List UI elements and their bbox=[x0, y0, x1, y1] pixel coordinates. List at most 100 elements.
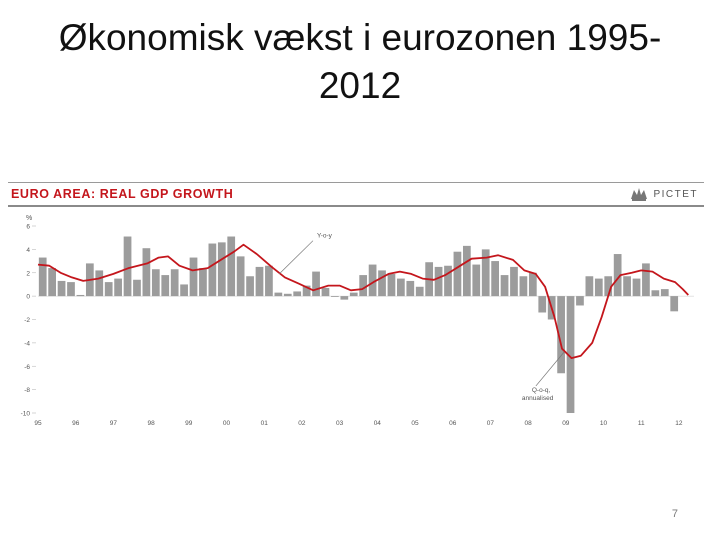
bar-qoq bbox=[349, 292, 358, 297]
bar-qoq bbox=[472, 264, 481, 297]
bar-qoq bbox=[95, 270, 104, 297]
bar-qoq bbox=[340, 296, 349, 300]
y-axis-unit-label: % bbox=[26, 215, 32, 222]
bar-qoq bbox=[265, 265, 273, 297]
line-yoy bbox=[37, 243, 689, 359]
bar-qoq bbox=[293, 291, 302, 297]
bar-qoq bbox=[123, 236, 132, 297]
y-tick-label: -10 bbox=[21, 411, 31, 418]
bar-qoq bbox=[632, 278, 641, 297]
bar-qoq bbox=[114, 278, 122, 297]
bar-qoq bbox=[302, 285, 311, 297]
x-tick-label: 06 bbox=[449, 420, 457, 427]
page-number: 7 bbox=[671, 508, 678, 520]
bar-qoq bbox=[566, 296, 575, 413]
bar-qoq bbox=[481, 249, 490, 297]
x-tick-label: 05 bbox=[411, 420, 419, 427]
bar-qoq bbox=[48, 268, 57, 297]
bar-qoq bbox=[434, 266, 443, 297]
bar-qoq bbox=[199, 268, 207, 297]
y-tick-label: -6 bbox=[24, 364, 30, 371]
x-tick-label: 97 bbox=[110, 420, 118, 427]
bar-qoq bbox=[57, 280, 66, 297]
bar-qoq bbox=[246, 276, 254, 297]
bar-qoq bbox=[170, 269, 179, 297]
x-tick-label: 09 bbox=[562, 420, 570, 427]
x-tick-label: 10 bbox=[600, 420, 608, 427]
x-tick-label: 01 bbox=[261, 420, 269, 427]
bar-qoq bbox=[510, 266, 518, 297]
x-tick-label: 99 bbox=[185, 420, 193, 427]
pictet-crest-icon bbox=[631, 188, 648, 201]
bar-qoq bbox=[331, 296, 339, 297]
bar-qoq bbox=[227, 236, 236, 297]
bar-qoq bbox=[585, 276, 594, 297]
bar-qoq bbox=[604, 276, 613, 297]
chart-header: EURO AREA: REAL GDP GROWTH PICTET bbox=[8, 180, 704, 208]
x-tick-label: 04 bbox=[374, 420, 382, 427]
annotation-yoy: Y-o-y bbox=[317, 233, 333, 240]
bar-qoq bbox=[500, 275, 509, 297]
bar-qoq bbox=[651, 290, 660, 297]
bar-qoq bbox=[161, 275, 170, 297]
x-tick-label: 11 bbox=[638, 420, 645, 427]
bar-qoq bbox=[208, 243, 217, 297]
bar-qoq bbox=[557, 296, 565, 374]
bar-qoq bbox=[38, 257, 47, 297]
bar-qoq bbox=[613, 254, 622, 297]
x-tick-label: 98 bbox=[147, 420, 155, 427]
y-tick-label: 6 bbox=[26, 224, 30, 231]
bar-qoq bbox=[519, 276, 528, 297]
x-tick-label: 07 bbox=[487, 420, 495, 427]
bar-qoq bbox=[236, 256, 245, 297]
bar-qoq bbox=[528, 272, 537, 297]
bar-qoq bbox=[623, 276, 631, 297]
annotation-arrow bbox=[279, 240, 314, 275]
x-tick-label: 95 bbox=[34, 420, 42, 427]
chart-title: EURO AREA: REAL GDP GROWTH bbox=[11, 187, 234, 201]
x-tick-label: 03 bbox=[336, 420, 344, 427]
slide-title: Økonomisk vækst i eurozonen 1995-2012 bbox=[58, 17, 662, 106]
bar-qoq bbox=[406, 280, 415, 297]
x-tick-label: 08 bbox=[524, 420, 532, 427]
brand-logo: PICTET bbox=[628, 186, 698, 202]
bar-qoq bbox=[180, 284, 188, 297]
bar-qoq bbox=[642, 263, 650, 297]
bar-qoq bbox=[397, 278, 405, 297]
y-tick-label: -2 bbox=[24, 317, 30, 324]
bar-qoq bbox=[283, 293, 292, 297]
header-rule-bottom bbox=[8, 205, 704, 207]
bar-qoq bbox=[594, 278, 603, 297]
x-tick-label: 96 bbox=[72, 420, 80, 427]
bar-qoq bbox=[321, 287, 330, 297]
bar-qoq bbox=[274, 292, 283, 297]
bar-qoq bbox=[368, 264, 377, 297]
bar-qoq bbox=[387, 273, 396, 297]
x-tick-label: 12 bbox=[675, 420, 683, 427]
bar-qoq bbox=[378, 270, 386, 297]
bar-qoq bbox=[444, 265, 452, 297]
brand-name: PICTET bbox=[653, 188, 698, 200]
bar-qoq bbox=[151, 269, 160, 297]
bar-qoq bbox=[462, 245, 471, 297]
bar-qoq bbox=[189, 257, 198, 297]
bar-qoq bbox=[255, 266, 264, 297]
x-tick-label: 00 bbox=[223, 420, 231, 427]
bar-qoq bbox=[142, 248, 151, 297]
bar-qoq bbox=[359, 275, 368, 297]
bar-qoq bbox=[217, 242, 226, 297]
bar-qoq bbox=[491, 261, 499, 297]
y-tick-label: 4 bbox=[26, 247, 30, 254]
y-tick-label: -4 bbox=[24, 340, 30, 347]
bar-qoq bbox=[312, 271, 320, 297]
bar-qoq bbox=[660, 289, 669, 297]
bar-qoq bbox=[415, 286, 424, 297]
bar-qoq bbox=[133, 279, 141, 297]
y-tick-label: 2 bbox=[26, 270, 30, 277]
bar-qoq bbox=[453, 251, 462, 297]
chart-panel: EURO AREA: REAL GDP GROWTH PICTET % 6 4 2 0 -… bbox=[8, 180, 704, 430]
bar-qoq bbox=[67, 282, 75, 297]
header-rule-top bbox=[8, 182, 704, 183]
bar-qoq bbox=[76, 294, 85, 297]
